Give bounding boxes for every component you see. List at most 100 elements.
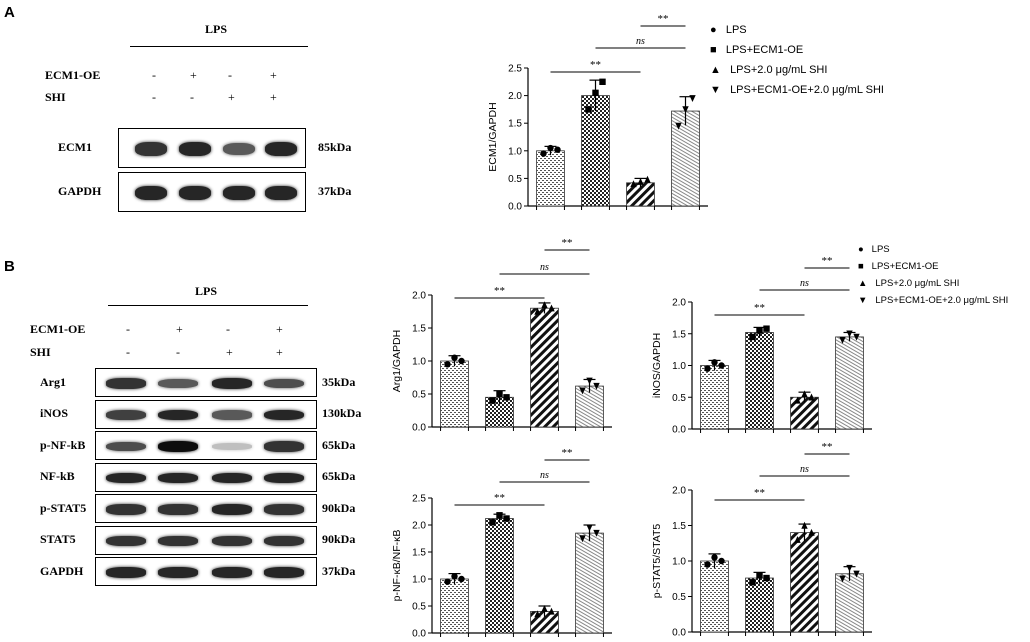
data-point: [853, 333, 860, 341]
y-axis-label: ECM1/GAPDH: [487, 102, 499, 171]
data-point: [585, 106, 592, 113]
protein-band: [264, 441, 304, 452]
circle-icon: ●: [710, 24, 717, 36]
legend-label: LPS+ECM1-OE+2.0 μg/mL SHI: [875, 295, 1009, 306]
legend-label: LPS+ECM1-OE: [725, 44, 804, 56]
protein-band: [264, 472, 304, 484]
bar: [575, 532, 604, 634]
protein-band: [106, 378, 146, 389]
protein-band: [158, 567, 198, 578]
condition-sign: +: [228, 90, 235, 104]
data-point: [593, 529, 600, 537]
blot-strip: [95, 494, 317, 523]
data-point: [644, 175, 651, 183]
significance-label: **: [494, 285, 505, 297]
blot-name: iNOS: [40, 406, 69, 420]
molecular-weight-label: 90kDa: [322, 532, 356, 546]
data-point: [846, 330, 853, 338]
blot-name: NF-kB: [40, 469, 75, 483]
circle-icon: ●: [858, 244, 864, 255]
significance-label: ns: [800, 278, 809, 289]
legend-label: LPS+ECM1-OE: [871, 261, 939, 272]
bar: [835, 336, 864, 430]
y-tick-label: 0.5: [672, 393, 686, 404]
condition-sign: -: [126, 345, 130, 359]
legend-label: LPS+2.0 μg/mL SHI: [875, 278, 960, 289]
legend-label: LPS+2.0 μg/mL SHI: [730, 64, 828, 76]
significance-label: ns: [636, 36, 645, 47]
data-point: [503, 394, 510, 401]
significance-label: **: [658, 13, 669, 25]
protein-band: [264, 504, 304, 515]
pstat5-bar-chart: 0.0 0.5 1.0 1.5 2.0 p-STAT5/STAT5 ** ns **: [651, 441, 872, 639]
data-point: [458, 357, 465, 365]
protein-band: [158, 441, 198, 452]
y-tick-label: 1.0: [672, 361, 686, 372]
y-axis-label: p-STAT5/STAT5: [651, 524, 663, 599]
data-point: [503, 515, 510, 522]
data-point: [534, 610, 541, 618]
bar: [671, 110, 700, 207]
protein-band: [106, 410, 146, 420]
protein-band: [106, 504, 146, 515]
molecular-weight-label: 37kDa: [322, 563, 356, 578]
data-point: [801, 390, 808, 398]
blot-strip: [95, 431, 317, 460]
y-tick-label: 0.0: [412, 629, 426, 640]
significance-label: ns: [540, 470, 549, 481]
y-axis-label: p-NF-κB/NF-κB: [391, 530, 403, 602]
y-tick-label: 0.0: [412, 423, 426, 434]
legend-panel-b: ● LPS ■ LPS+ECM1-OE ▲ LPS+2.0 μg/mL SHI …: [858, 244, 1030, 314]
y-tick-label: 0.5: [412, 602, 426, 613]
data-point: [496, 390, 503, 398]
data-point: [711, 554, 718, 561]
data-point: [547, 144, 554, 152]
data-point: [756, 572, 763, 579]
data-point: [444, 578, 451, 585]
data-point: [496, 512, 503, 519]
condition-label: SHI: [30, 345, 51, 359]
significance-label: **: [754, 302, 765, 314]
inos-bar-chart: 0.0 0.5 1.0 1.5 2.0 iNOS/GAPDH ** ns **: [651, 255, 872, 436]
data-point: [808, 528, 815, 536]
molecular-weight-label: 65kDa: [322, 469, 356, 483]
y-tick-label: 2.0: [672, 298, 686, 309]
data-point: [599, 78, 606, 85]
protein-band: [212, 567, 252, 578]
data-point: [853, 570, 860, 578]
legend-entry: ■ LPS+ECM1-OE: [710, 44, 803, 56]
data-point: [846, 564, 853, 572]
condition-sign: +: [276, 322, 283, 336]
y-axis-label: Arg1/GAPDH: [391, 330, 403, 392]
bar: [745, 577, 774, 633]
arg1-bar-chart: 0.0 0.5 1.0 1.5 2.0 Arg1/GAPDH ** ns **: [391, 237, 612, 434]
legend-entry: ▲ LPS+2.0 μg/mL SHI: [710, 64, 827, 76]
blot-name: GAPDH: [58, 184, 102, 198]
significance-label: **: [822, 255, 833, 267]
condition-label: ECM1-OE: [30, 322, 86, 336]
bar: [835, 573, 864, 633]
lps-underline: [130, 46, 308, 47]
bar: [536, 150, 565, 207]
protein-band: [179, 141, 211, 157]
condition-label: SHI: [45, 90, 66, 104]
protein-band: [106, 472, 146, 484]
legend-label: LPS+ECM1-OE+2.0 μg/mL SHI: [730, 84, 884, 96]
blot-strip: [95, 399, 317, 429]
lps-underline: [108, 305, 308, 306]
y-tick-label: 0.0: [672, 425, 686, 436]
blot-name: p-NF-kB: [40, 437, 86, 452]
data-point: [675, 122, 682, 130]
molecular-weight-label: 37kDa: [318, 184, 352, 198]
data-point: [458, 575, 465, 583]
blot-name: Arg1: [40, 374, 66, 389]
triangle-up-icon: ▲: [710, 64, 721, 76]
y-tick-label: 2.0: [672, 486, 686, 497]
square-icon: ■: [858, 261, 864, 272]
legend-entry: ▲ LPS+2.0 μg/mL SHI: [858, 278, 959, 289]
protein-band: [212, 378, 252, 389]
data-point: [489, 397, 496, 404]
data-point: [451, 354, 458, 361]
condition-sign: +: [190, 68, 197, 82]
data-point: [808, 393, 815, 401]
